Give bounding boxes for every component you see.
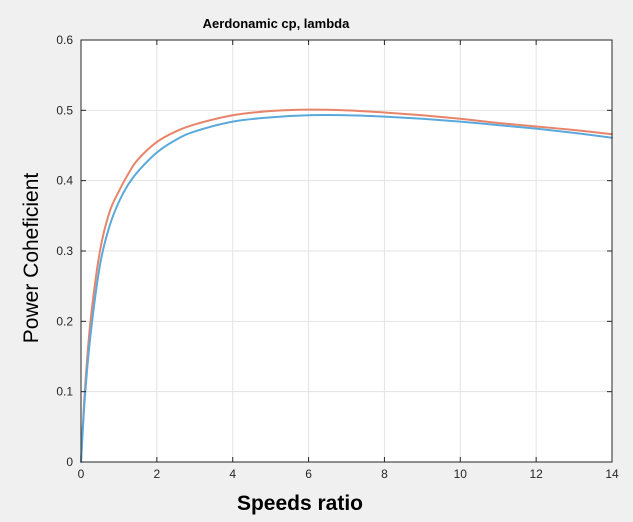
y-tick-label: 0.6 <box>56 33 73 47</box>
x-tick-label: 0 <box>78 467 85 481</box>
y-axis-title: Power Coheficient <box>20 173 43 344</box>
y-tick-label: 0.4 <box>56 174 73 188</box>
series-line-2 <box>80 114 613 463</box>
x-tick-label: 8 <box>381 467 388 481</box>
y-tick-label: 0.5 <box>56 103 73 117</box>
tick-group: 0 2 4 6 8 10 12 14 0 0.1 0.2 0.3 0.4 0.5 0.6 <box>56 33 619 481</box>
chart-title: Aerdonamic cp, lambda <box>203 16 350 31</box>
x-tick-label: 2 <box>154 467 161 481</box>
y-tick-label: 0.2 <box>56 314 73 328</box>
x-tick-label: 4 <box>229 467 236 481</box>
y-tick-label: 0 <box>66 455 73 469</box>
x-tick-label: 6 <box>305 467 312 481</box>
x-tick-label: 14 <box>605 467 619 481</box>
y-tick-label: 0.3 <box>56 244 73 258</box>
series-group <box>80 108 613 463</box>
x-tick-label: 12 <box>529 467 543 481</box>
series-line-1 <box>80 108 613 463</box>
x-axis-title: Speeds ratio <box>237 492 363 515</box>
y-tick-label: 0.1 <box>56 385 73 399</box>
x-tick-label: 10 <box>454 467 468 481</box>
